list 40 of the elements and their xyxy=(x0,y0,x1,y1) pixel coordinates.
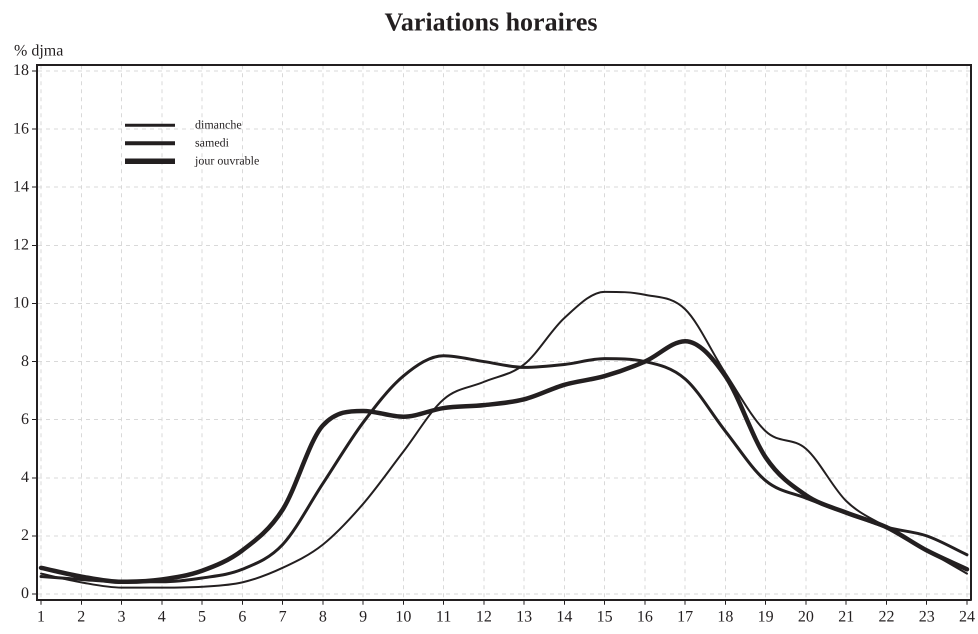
x-tick-label: 7 xyxy=(278,608,287,626)
chart-title: Variations horaires xyxy=(384,7,598,36)
x-tick-label: 15 xyxy=(596,608,613,626)
x-tick-label: 14 xyxy=(556,608,572,626)
y-tick-label: 10 xyxy=(13,294,29,312)
x-tick-label: 19 xyxy=(758,608,774,626)
y-tick-label: 2 xyxy=(21,527,29,544)
x-tick-label: 24 xyxy=(958,608,975,626)
x-tick-label: 4 xyxy=(158,608,166,626)
x-tick-label: 17 xyxy=(677,608,694,626)
y-tick-label: 14 xyxy=(13,178,29,196)
x-tick-label: 16 xyxy=(636,608,653,626)
y-tick-label: 12 xyxy=(13,236,29,254)
x-tick-label: 21 xyxy=(838,608,854,626)
y-axis-title: % djma xyxy=(14,42,64,60)
y-tick-label: 4 xyxy=(21,468,29,486)
x-tick-label: 11 xyxy=(436,608,452,626)
line-series xyxy=(40,290,968,589)
x-tick-label: 23 xyxy=(918,608,935,626)
y-tick-label: 6 xyxy=(21,410,29,428)
y-tick-label: 8 xyxy=(21,352,29,370)
legend-label: jour ouvrable xyxy=(194,153,260,168)
y-tick-label: 16 xyxy=(13,120,29,138)
x-tick-label: 18 xyxy=(717,608,734,626)
x-tick-label: 8 xyxy=(318,608,327,626)
x-tick-label: 9 xyxy=(359,608,368,626)
y-tick-label: 18 xyxy=(13,62,29,80)
x-tick-label: 10 xyxy=(395,608,412,626)
x-tick-label: 6 xyxy=(238,608,246,626)
y-tick-label: 0 xyxy=(21,585,29,602)
legend-label: dimanche xyxy=(195,117,242,132)
x-tick-label: 12 xyxy=(476,608,492,626)
x-tick-label: 22 xyxy=(878,608,894,626)
x-tick-label: 3 xyxy=(118,608,126,626)
x-tick-label: 20 xyxy=(798,608,814,626)
legend-label: samedi xyxy=(195,135,230,150)
x-tick-label: 2 xyxy=(77,608,86,626)
x-tick-label: 1 xyxy=(37,608,46,626)
x-tick-label: 13 xyxy=(516,608,532,626)
x-tick-label: 5 xyxy=(198,608,206,626)
